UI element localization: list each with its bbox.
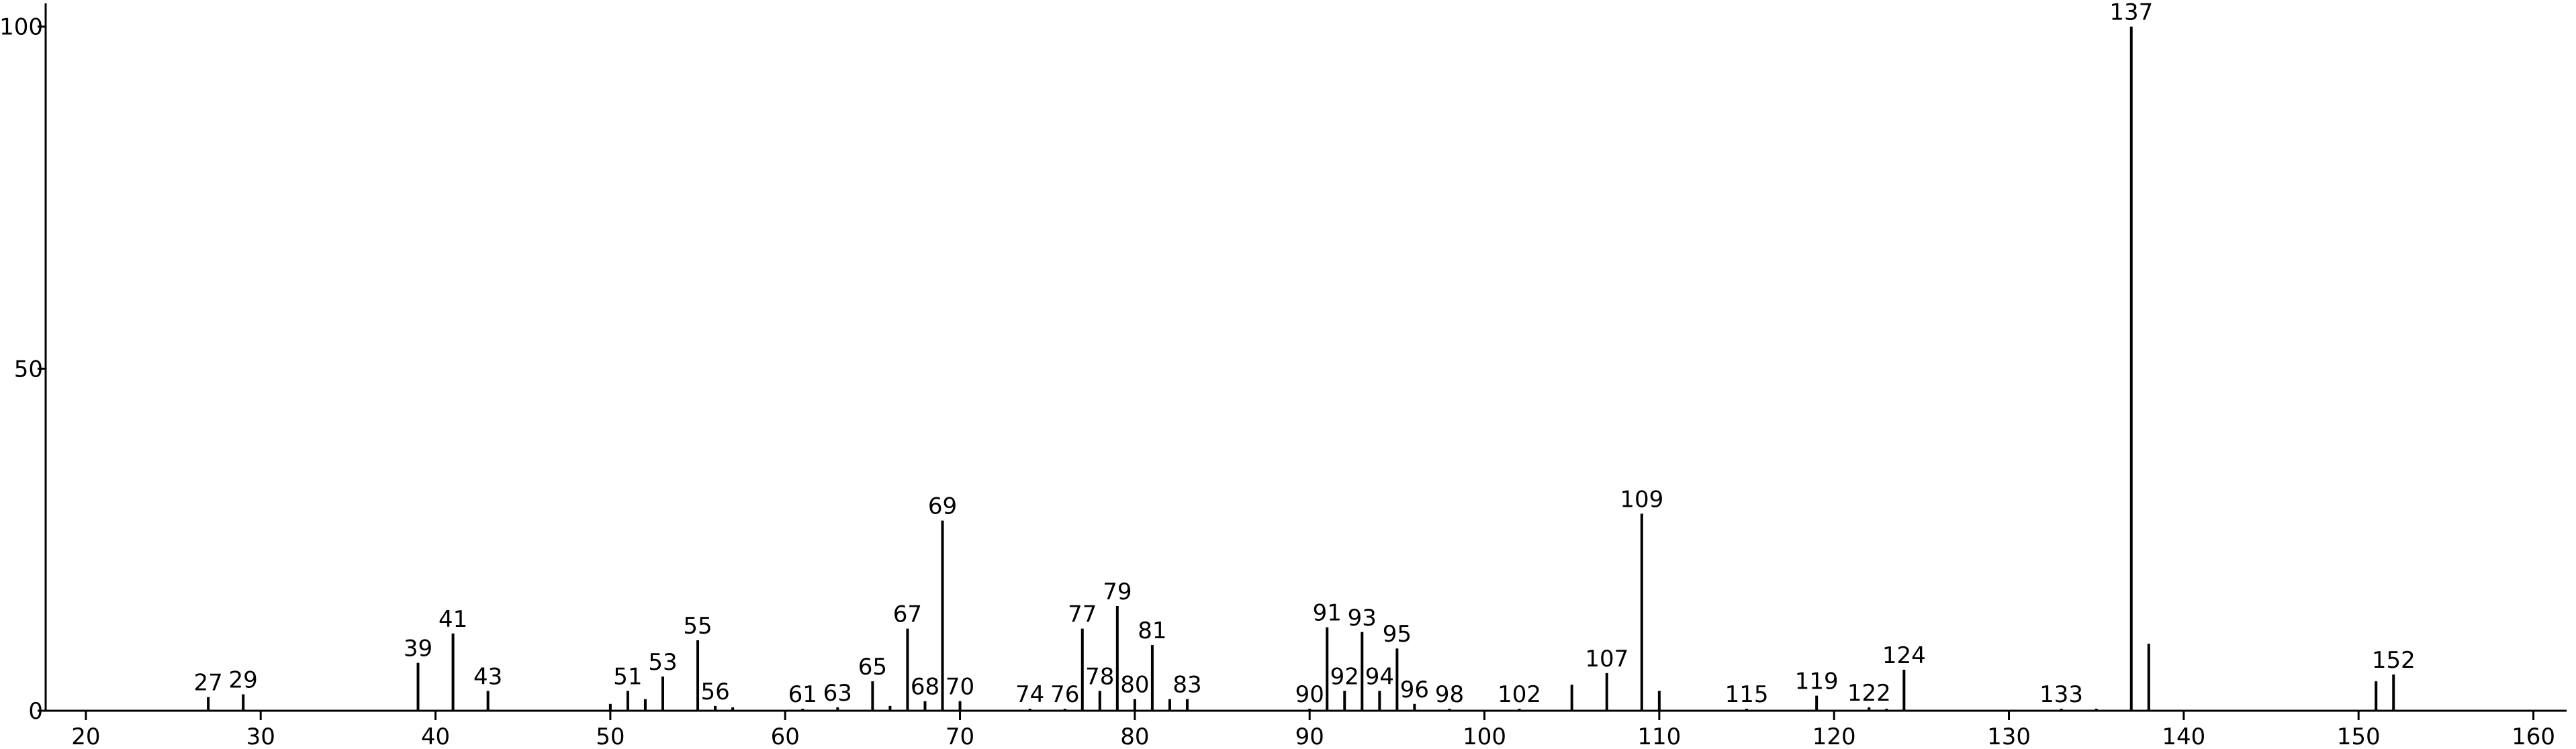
peak-label: 152 <box>2372 647 2416 674</box>
x-tick-label: 60 <box>771 723 800 749</box>
x-tick-label: 140 <box>2162 723 2205 749</box>
peak-label: 80 <box>1120 672 1149 699</box>
peak-label: 102 <box>1498 681 1541 708</box>
peak-label: 107 <box>1585 646 1628 672</box>
y-tick-label: 50 <box>14 356 43 383</box>
peak-label: 109 <box>1620 486 1663 513</box>
peak-label: 55 <box>683 613 712 640</box>
x-tick-label: 90 <box>1295 723 1324 749</box>
y-tick-label: 0 <box>28 698 43 725</box>
peak-label: 61 <box>788 681 817 708</box>
peak-label: 69 <box>928 493 957 520</box>
peak-label: 94 <box>1365 663 1394 690</box>
x-tick-label: 40 <box>421 723 450 749</box>
x-tick-label: 160 <box>2512 723 2555 749</box>
peak-label: 70 <box>946 674 974 701</box>
x-tick-label: 30 <box>246 723 275 749</box>
peak-label: 51 <box>613 663 642 690</box>
peak-label: 76 <box>1050 681 1079 708</box>
peak-label: 98 <box>1435 681 1464 708</box>
peak-label: 67 <box>893 601 922 628</box>
x-tick-label: 110 <box>1637 723 1681 749</box>
peak-label: 92 <box>1330 663 1359 690</box>
peak-label: 124 <box>1882 642 1926 669</box>
peak-label: 39 <box>404 636 432 662</box>
peak-label: 77 <box>1068 601 1097 628</box>
peak-label: 90 <box>1295 681 1324 708</box>
peak-label: 56 <box>700 679 729 705</box>
peak-label: 115 <box>1725 681 1769 708</box>
peak-label: 74 <box>1015 681 1044 708</box>
peak-label: 96 <box>1400 677 1429 703</box>
peak-label: 95 <box>1383 621 1412 648</box>
peak-label: 137 <box>2109 0 2153 26</box>
peak-label: 91 <box>1313 600 1342 627</box>
x-tick-label: 70 <box>946 723 974 749</box>
peak-label: 79 <box>1103 579 1132 605</box>
x-tick-label: 50 <box>596 723 625 749</box>
peak-label: 68 <box>911 674 939 701</box>
peak-label: 43 <box>473 663 502 690</box>
peak-label: 65 <box>858 654 887 681</box>
peak-label: 27 <box>193 670 222 697</box>
x-tick-label: 120 <box>1812 723 1856 749</box>
peak-label: 83 <box>1172 672 1201 699</box>
peak-label: 119 <box>1795 668 1839 695</box>
peak-label: 81 <box>1138 617 1166 644</box>
peak-label: 53 <box>648 649 677 676</box>
x-tick-label: 80 <box>1120 723 1149 749</box>
peak-label: 93 <box>1348 605 1377 632</box>
peak-label: 29 <box>229 667 258 694</box>
x-tick-label: 100 <box>1463 723 1506 749</box>
peak-label: 122 <box>1847 680 1891 707</box>
peak-label: 41 <box>439 606 467 633</box>
peak-label: 78 <box>1085 663 1114 690</box>
x-tick-label: 130 <box>1987 723 2031 749</box>
peak-label: 133 <box>2039 681 2083 708</box>
x-tick-label: 20 <box>71 723 100 749</box>
y-tick-label: 100 <box>0 14 43 41</box>
x-tick-label: 150 <box>2337 723 2381 749</box>
peak-label: 63 <box>823 680 852 707</box>
